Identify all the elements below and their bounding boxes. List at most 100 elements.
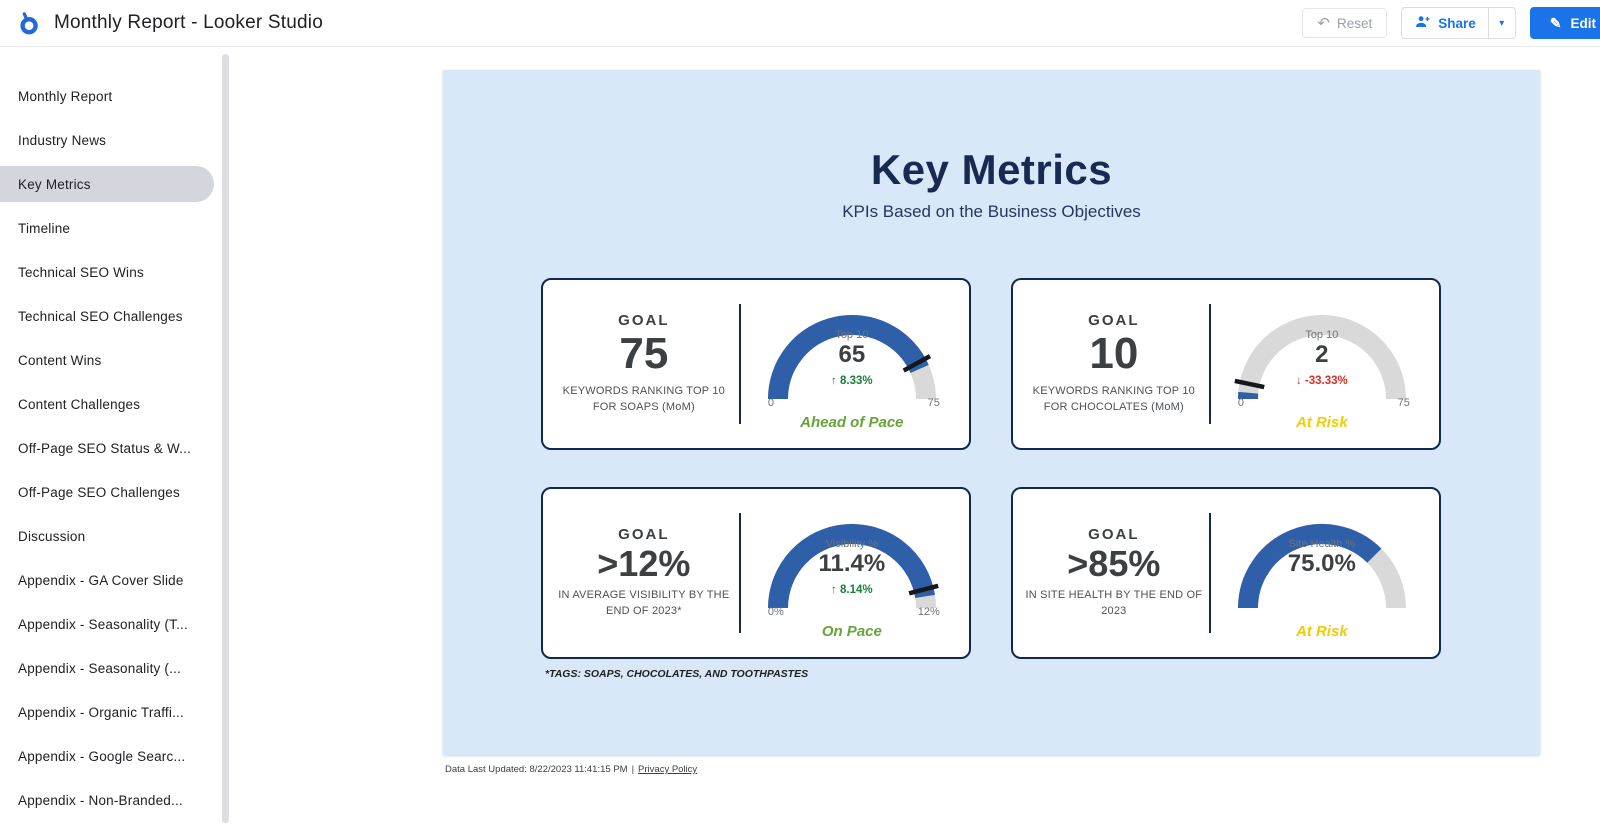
goal-description: IN SITE HEALTH BY THE END OF 2023 [1025, 589, 1203, 618]
gauge-metric-label: Top 10 [835, 329, 869, 341]
report-footer: Data Last Updated: 8/22/2023 11:41:15 PM… [445, 764, 697, 775]
gauge-value: 11.4% [818, 550, 886, 577]
goal-description: KEYWORDS RANKING TOP 10 FOR SOAPS (MoM) [562, 384, 725, 413]
gauge-section: Top 10 65 ↑ 8.33% 0 75 Ahead of Pace [745, 297, 959, 431]
gauge-delta: ↓ -33.33% [1295, 374, 1348, 387]
gauge-value: 2 [1315, 341, 1329, 368]
card-divider [1208, 304, 1211, 424]
goal-value: >12% [597, 542, 691, 584]
kpi-card-chocolates: GOAL 10 KEYWORDS RANKING TOP 10 FOR CHOC… [1011, 278, 1441, 450]
gauge-value: 75.0% [1287, 550, 1356, 577]
sidebar-item-off-page-seo-status-w[interactable]: Off-Page SEO Status & W... [18, 440, 192, 456]
goal-section: GOAL >85% IN SITE HEALTH BY THE END OF 2… [1023, 526, 1205, 620]
gauge-chart: Top 10 2 ↓ -33.33% 0 75 [1216, 297, 1428, 413]
goal-value: >85% [1067, 542, 1161, 584]
report-title: Monthly Report - Looker Studio [54, 12, 323, 33]
privacy-policy-link[interactable]: Privacy Policy [638, 764, 698, 775]
goal-section: GOAL 75 KEYWORDS RANKING TOP 10 FOR SOAP… [553, 312, 735, 415]
reset-button-label: Reset [1336, 15, 1373, 31]
gauge-value: 65 [838, 341, 866, 368]
app-header: Monthly Report - Looker Studio ↶ Reset S… [0, 0, 1600, 47]
gauge-metric-label: Visibility % [825, 538, 879, 550]
gauge-arc [767, 315, 936, 400]
goal-label: GOAL [618, 312, 670, 330]
gauge-labels: Site Health % 75.0% [1216, 538, 1428, 584]
sidebar-item-appendix-ga-cover-slide[interactable]: Appendix - GA Cover Slide [18, 572, 184, 588]
sidebar-item-content-wins[interactable]: Content Wins [18, 352, 102, 368]
gauge-metric-label: Top 10 [1305, 329, 1339, 341]
gauge-section: Visibility % 11.4% ↑ 8.14% 0% 12% On Pac… [745, 506, 959, 640]
page-title: Key Metrics [870, 146, 1113, 193]
kpi-card-site-health: GOAL >85% IN SITE HEALTH BY THE END OF 2… [1011, 487, 1441, 659]
gauge-section: Site Health % 75.0% At Risk [1215, 506, 1429, 640]
chevron-down-icon: ▾ [1499, 17, 1505, 29]
card-divider [738, 513, 741, 633]
goal-label: GOAL [1088, 525, 1140, 543]
gauge-arc [1237, 524, 1406, 609]
kpi-cards-grid: GOAL 75 KEYWORDS RANKING TOP 10 FOR SOAP… [541, 278, 1441, 659]
goal-description: KEYWORDS RANKING TOP 10 FOR CHOCOLATES (… [1032, 384, 1195, 413]
pencil-icon: ✎ [1549, 14, 1562, 31]
goal-label: GOAL [1088, 312, 1140, 330]
sidebar-item-content-challenges[interactable]: Content Challenges [18, 396, 141, 412]
sidebar-item-appendix-organic-traffi[interactable]: Appendix - Organic Traffi... [18, 704, 184, 720]
status-badge: On Pace [821, 623, 882, 640]
sidebar-items: Monthly Report Industry News Key Metrics Ti… [0, 78, 232, 818]
gauge-delta: ↑ 8.33% [831, 374, 873, 387]
sidebar-item-appendix-seasonality[interactable]: Appendix - Seasonality (... [18, 660, 181, 676]
page-subtitle: KPIs Based on the Business Objectives [842, 202, 1141, 221]
sidebar-item-industry-news[interactable]: Industry News [18, 132, 107, 148]
goal-value: 10 [1089, 329, 1139, 379]
share-button-label: Share [1438, 15, 1476, 31]
share-dropdown-button[interactable]: ▾ [1487, 8, 1515, 38]
last-updated-text: Data Last Updated: 8/22/2023 11:41:15 PM [445, 764, 628, 775]
gauge-axis-max: 12% [917, 606, 940, 618]
gauge-chart: Visibility % 11.4% ↑ 8.14% 0% 12% [746, 506, 958, 622]
sidebar-item-appendix-seasonality-t[interactable]: Appendix - Seasonality (T... [18, 616, 188, 632]
gauge-axis-min: 0 [767, 397, 774, 409]
person-add-icon [1414, 13, 1431, 33]
goal-label: GOAL [618, 525, 670, 543]
edit-button[interactable]: ✎ Edit [1529, 7, 1600, 39]
gauge-metric-label: Site Health % [1288, 538, 1356, 550]
goal-description: IN AVERAGE VISIBILITY BY THE END OF 2023… [558, 589, 730, 618]
sidebar-item-off-page-seo-challenges[interactable]: Off-Page SEO Challenges [18, 484, 180, 500]
gauge-axis-max: 75 [1397, 397, 1410, 409]
goal-value: 75 [619, 329, 669, 379]
edit-button-label: Edit [1570, 15, 1597, 31]
kpi-card-visibility: GOAL >12% IN AVERAGE VISIBILITY BY THE E… [541, 487, 971, 659]
gauge-arc [767, 524, 939, 609]
sidebar-item-key-metrics[interactable]: Key Metrics [0, 166, 214, 202]
pages-sidebar: Monthly Report Industry News Key Metrics Ti… [0, 46, 232, 829]
status-badge: At Risk [1295, 623, 1348, 640]
gauge-axis-min: 0 [1237, 397, 1244, 409]
sidebar-item-technical-seo-wins[interactable]: Technical SEO Wins [18, 264, 144, 280]
status-badge: Ahead of Pace [800, 414, 904, 431]
sidebar-item-appendix-google-searc[interactable]: Appendix - Google Searc... [18, 748, 186, 764]
report-main-area: Key Metrics KPIs Based on the Business O… [232, 46, 1600, 829]
sidebar-scrollbar[interactable] [222, 54, 229, 823]
looker-studio-logo-icon[interactable] [14, 9, 42, 37]
undo-icon: ↶ [1317, 14, 1330, 32]
sidebar-item-monthly-report[interactable]: Monthly Report [18, 88, 113, 104]
sidebar-item-timeline[interactable]: Timeline [18, 220, 71, 236]
card-divider [1208, 513, 1211, 633]
share-button[interactable]: Share [1402, 8, 1488, 38]
gauge-delta: ↑ 8.14% [831, 583, 873, 596]
sidebar-item-technical-seo-challenges[interactable]: Technical SEO Challenges [18, 308, 183, 324]
gauge-axis-max: 75 [927, 397, 940, 409]
goal-section: GOAL >12% IN AVERAGE VISIBILITY BY THE E… [553, 526, 735, 620]
footer-separator: | [631, 764, 635, 775]
reset-button[interactable]: ↶ Reset [1302, 8, 1388, 38]
gauge-section: Top 10 2 ↓ -33.33% 0 75 At Risk [1215, 297, 1429, 431]
sidebar-item-discussion[interactable]: Discussion [18, 528, 86, 544]
report-canvas: Key Metrics KPIs Based on the Business O… [443, 70, 1540, 755]
gauge-chart: Site Health % 75.0% [1216, 506, 1428, 622]
status-badge: At Risk [1295, 414, 1348, 431]
goal-section: GOAL 10 KEYWORDS RANKING TOP 10 FOR CHOC… [1023, 312, 1205, 415]
sidebar-item-appendix-non-branded[interactable]: Appendix - Non-Branded... [18, 792, 183, 808]
header-actions: ↶ Reset Share ▾ [1302, 7, 1600, 39]
share-button-group: Share ▾ [1401, 7, 1516, 39]
gauge-chart: Top 10 65 ↑ 8.33% 0 75 [746, 297, 958, 413]
gauge-labels: Visibility % 11.4% ↑ 8.14% [746, 538, 958, 596]
